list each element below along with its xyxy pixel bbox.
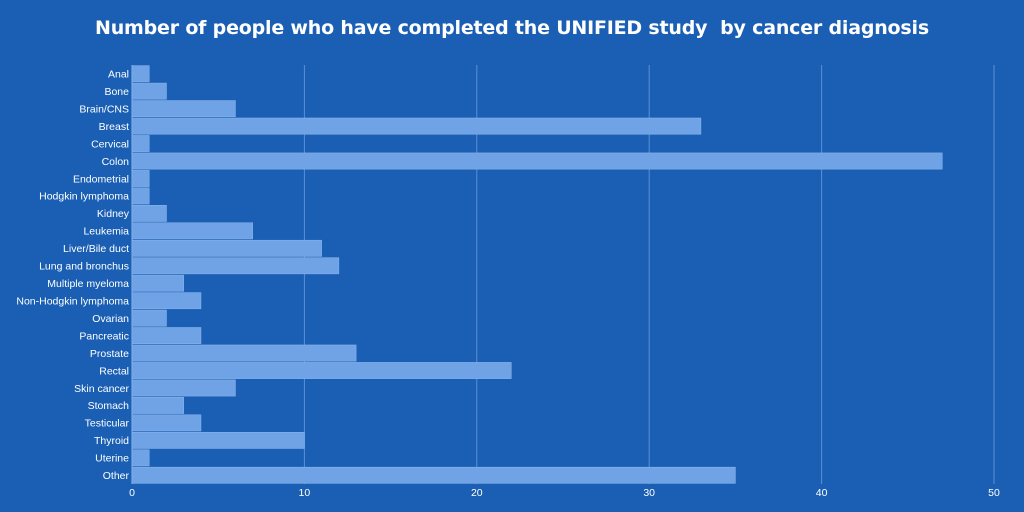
category-label: Other (103, 470, 130, 482)
bar (131, 274, 184, 292)
category-label: Bone (104, 86, 129, 98)
chart-title: Number of people who have completed the … (95, 17, 929, 39)
category-label: Rectal (99, 365, 129, 377)
category-label: Anal (108, 69, 129, 81)
bar (131, 397, 184, 414)
category-label: Thyroid (94, 435, 129, 447)
x-tick-label: 30 (643, 487, 655, 499)
category-label: Non-Hodgkin lymphoma (16, 295, 129, 307)
bar (131, 466, 736, 484)
category-label: Breast (99, 121, 129, 133)
category-label: Testicular (85, 418, 130, 430)
bar (131, 327, 202, 344)
x-tick-label: 50 (988, 487, 1000, 499)
x-tick-label: 20 (471, 487, 483, 499)
category-label: Stomach (88, 400, 130, 412)
bar (131, 257, 340, 275)
bar (131, 187, 150, 205)
x-tick-label: 0 (129, 487, 135, 499)
bar (131, 152, 943, 170)
bar (131, 362, 512, 379)
bars (131, 65, 943, 484)
bar (131, 309, 167, 327)
category-label: Liver/Bile duct (63, 243, 129, 255)
category-label: Cervical (91, 138, 129, 150)
category-label: Kidney (97, 208, 130, 220)
category-label: Ovarian (92, 313, 129, 325)
category-label: Lung and bronchus (39, 261, 129, 273)
bar (131, 117, 702, 135)
bar (131, 100, 236, 118)
category-label: Prostate (90, 348, 129, 360)
x-tick-labels: 0 10 20 30 40 50 (129, 487, 1000, 499)
category-label: Pancreatic (79, 330, 129, 342)
bar (131, 65, 150, 83)
bar (131, 82, 167, 100)
bar (131, 222, 253, 240)
category-label: Endometrial (73, 173, 129, 185)
gridlines (131, 65, 995, 484)
bar (131, 449, 150, 467)
x-tick-label: 40 (816, 487, 828, 499)
bar (131, 344, 357, 362)
bar (131, 414, 202, 432)
bar (131, 135, 150, 152)
category-label: Multiple myeloma (47, 278, 129, 290)
bar (131, 379, 236, 397)
bar (131, 239, 322, 257)
x-tick-label: 10 (299, 487, 311, 499)
bar (131, 431, 305, 449)
category-label: Leukemia (83, 226, 129, 238)
category-label: Skin cancer (74, 383, 129, 395)
category-label: Uterine (95, 453, 129, 465)
category-label: Brain/CNS (79, 103, 129, 115)
bar (131, 205, 167, 222)
category-label: Colon (102, 156, 130, 168)
bar (131, 292, 202, 310)
bar (131, 170, 150, 187)
category-label: Hodgkin lymphoma (39, 191, 129, 203)
category-labels: Anal Bone Brain/CNS Breast Cervical Colon Endo… (16, 69, 129, 483)
